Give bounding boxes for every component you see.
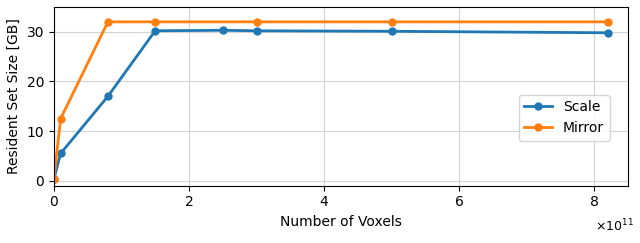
Scale (104, 95, 112, 98)
Scale (57, 152, 65, 155)
X-axis label: Number of Voxels: Number of Voxels (280, 215, 402, 229)
Scale (151, 29, 159, 32)
Scale (219, 29, 227, 32)
Scale (50, 178, 58, 181)
Line: Mirror: Mirror (51, 18, 611, 183)
Mirror (57, 117, 65, 120)
Line: Scale: Scale (51, 27, 611, 183)
Scale (253, 29, 260, 32)
Y-axis label: Resident Set Size [GB]: Resident Set Size [GB] (7, 18, 21, 174)
Mirror (151, 20, 159, 23)
Mirror (253, 20, 260, 23)
Legend: Scale, Mirror: Scale, Mirror (518, 95, 610, 141)
Scale (388, 30, 396, 33)
Mirror (604, 20, 612, 23)
Mirror (388, 20, 396, 23)
Mirror (50, 178, 58, 181)
Mirror (104, 20, 112, 23)
Scale (604, 31, 612, 34)
Text: $\times10^{11}$: $\times10^{11}$ (595, 218, 634, 234)
